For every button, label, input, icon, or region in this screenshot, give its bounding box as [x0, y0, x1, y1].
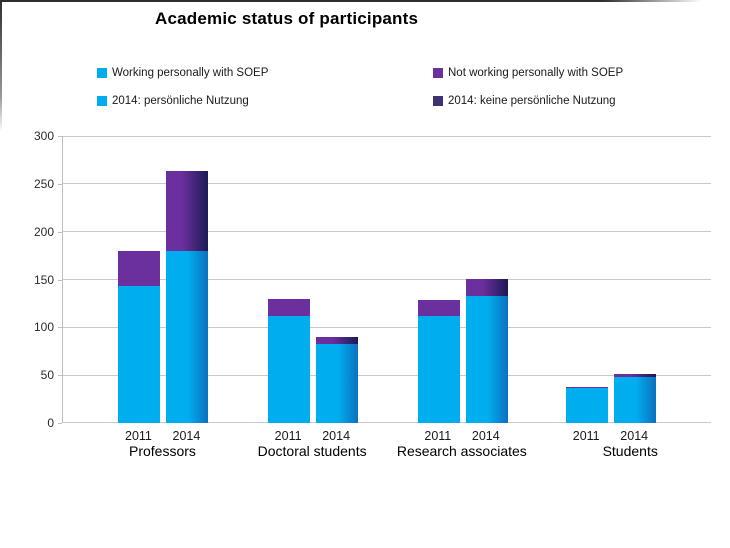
x-year-label-research-associates-2011: 2011 — [424, 429, 452, 443]
bar-segment-working-personally-with-soep — [118, 286, 161, 423]
legend-label: Working personally with SOEP — [112, 67, 269, 79]
legend-swatch-icon — [97, 68, 107, 78]
y-axis-tick-label: 100 — [33, 320, 54, 335]
legend-label: 2014: keine persönliche Nutzung — [448, 95, 616, 107]
y-axis-tick-mark — [58, 375, 62, 377]
bar-segment-working-personally-with-soep — [268, 315, 311, 423]
x-year-label-professors-2011: 2011 — [124, 429, 152, 443]
y-axis-tick-mark — [58, 231, 62, 233]
bar-segment-2014-keine-pers-nliche-nutzung — [316, 336, 359, 344]
legend-swatch-icon — [97, 96, 107, 106]
bar-segment-not-working-personally-with-soep — [417, 299, 460, 316]
bar-2011 — [566, 386, 609, 423]
legend-item-2014-pers-nliche-nutzung: 2014: persönliche Nutzung — [97, 94, 249, 108]
gridline-150 — [63, 279, 711, 280]
y-axis-tick-label: 250 — [33, 176, 54, 191]
y-axis-tick-mark — [58, 183, 62, 185]
bar-segment-working-personally-with-soep — [566, 387, 609, 423]
y-axis-tick-mark — [58, 279, 62, 281]
bar-segment-2014-keine-pers-nliche-nutzung — [166, 171, 209, 251]
y-axis-tick-label: 50 — [40, 368, 54, 383]
chart-title: Academic status of participants — [155, 9, 419, 28]
gridline-0 — [63, 422, 711, 423]
x-year-label-students-2011: 2011 — [572, 429, 600, 443]
y-axis-tick-mark — [58, 327, 62, 329]
x-year-label-professors-2014: 2014 — [172, 429, 201, 443]
x-year-label-research-associates-2014: 2014 — [471, 429, 500, 443]
bar-group-professors — [118, 136, 209, 423]
plot-area — [62, 135, 711, 423]
x-year-label-doctoral-students-2014: 2014 — [322, 429, 351, 443]
bar-2011 — [417, 299, 460, 423]
bar-segment-2014-pers-nliche-nutzung — [465, 295, 508, 423]
legend-label: 2014: persönliche Nutzung — [112, 95, 249, 107]
gridline-200 — [63, 231, 711, 233]
screenshot-edge-artifact-left — [0, 0, 2, 132]
bar-2014 — [614, 374, 657, 423]
legend: Working personally with SOEP Not working … — [97, 66, 707, 114]
x-year-label-students-2014: 2014 — [620, 429, 649, 443]
y-axis-tick-label: 150 — [33, 272, 54, 287]
legend-item-working-personally-with-soep: Working personally with SOEP — [97, 66, 268, 80]
bar-2014 — [465, 278, 508, 423]
bar-group-students — [566, 136, 657, 423]
bar-segment-2014-pers-nliche-nutzung — [166, 250, 209, 423]
gridline-250 — [63, 183, 711, 185]
legend-swatch-icon — [433, 96, 443, 106]
legend-label: Not working personally with SOEP — [448, 67, 624, 79]
bar-segment-working-personally-with-soep — [417, 315, 460, 423]
y-axis-tick-label: 0 — [47, 416, 54, 430]
legend-swatch-icon — [433, 68, 443, 78]
bar-2014 — [166, 171, 209, 423]
bar-segment-2014-pers-nliche-nutzung — [614, 377, 657, 423]
bar-segment-not-working-personally-with-soep — [566, 386, 609, 388]
bar-segment-2014-keine-pers-nliche-nutzung — [465, 278, 508, 296]
bar-2011 — [118, 250, 161, 423]
category-label-students: Students — [602, 443, 658, 459]
bar-2011 — [268, 298, 311, 423]
x-axis: 2011 2014 Professors 2011 2014 Doctoral stude… — [62, 428, 710, 464]
legend-item-not-working-personally-with-soep: Not working personally with SOEP — [433, 66, 623, 80]
bar-segment-not-working-personally-with-soep — [268, 298, 311, 316]
bar-2014 — [316, 336, 359, 423]
y-axis-tick-label: 200 — [33, 224, 54, 239]
y-axis-tick-mark — [58, 423, 62, 424]
gridline-50 — [63, 374, 711, 376]
x-year-label-doctoral-students-2011: 2011 — [274, 429, 302, 443]
bar-segment-2014-keine-pers-nliche-nutzung — [614, 374, 657, 378]
bar-group-research-associates — [417, 136, 508, 423]
y-axis-tick-label: 300 — [33, 129, 54, 143]
bar-segment-not-working-personally-with-soep — [118, 250, 161, 287]
y-axis-tick-mark — [58, 136, 62, 137]
bar-group-doctoral-students — [268, 136, 359, 423]
legend-item-2014-keine-pers-nliche-nutzung: 2014: keine persönliche Nutzung — [433, 94, 616, 108]
category-label-professors: Professors — [128, 443, 196, 459]
category-label-research-associates: Research associates — [396, 443, 527, 459]
bar-segment-2014-pers-nliche-nutzung — [316, 343, 359, 423]
gridline-300 — [63, 135, 711, 137]
category-label-doctoral-students: Doctoral students — [257, 443, 367, 459]
screenshot-edge-artifact-top — [0, 0, 702, 2]
gridline-100 — [63, 326, 711, 328]
